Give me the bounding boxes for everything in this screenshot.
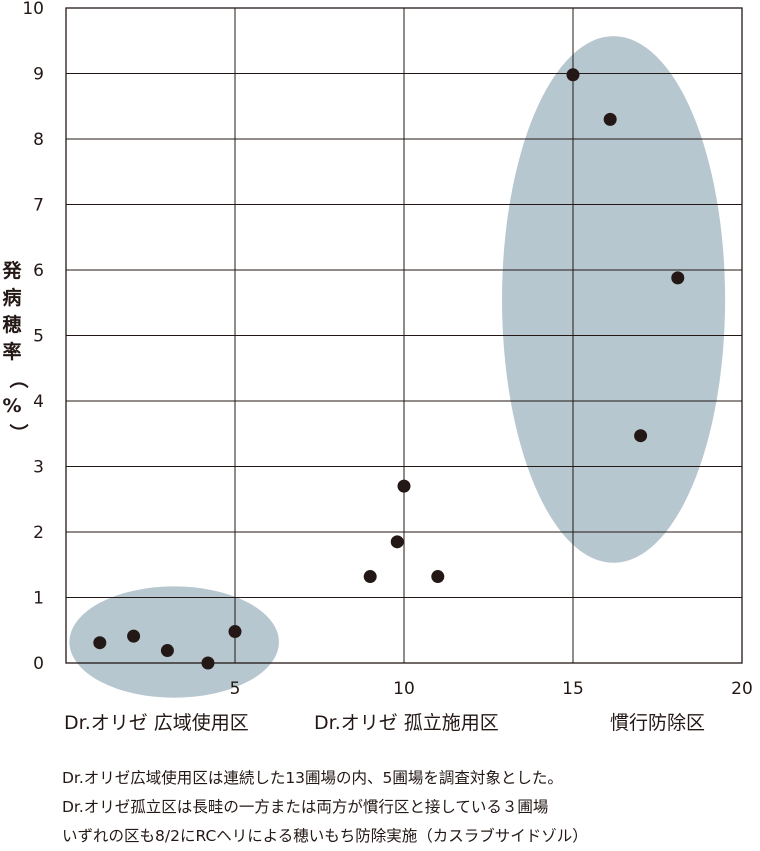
y-tick-labels: 0 1 2 3 4 5 6 7 8 9 10 [22,0,44,674]
group-ellipse-2 [502,36,726,563]
footnotes: Dr.オリゼ広域使用区は連続した13圃場の内、5圃場を調査対象とした。 Dr.オ… [62,764,752,851]
data-point [431,570,445,584]
gridlines [66,8,742,663]
data-point [363,570,377,584]
group-ellipses [69,36,726,698]
footnote-line: Dr.オリゼ孤立区は長畦の一方または両方が慣行区と接している３圃場 [62,798,549,816]
y-tick-label: 3 [33,458,44,478]
x-tick-labels: 5 10 15 20 [230,679,753,699]
y-axis-label-char: 率 [2,340,21,363]
data-point [603,112,617,126]
x-tick-label: 15 [562,679,584,699]
group-ellipse-0 [69,586,279,698]
data-point [93,636,107,650]
y-axis-label-char: （ [7,369,30,388]
footnote-line: いずれの区も8/2にRCヘリによる穂いもち防除実施（カスラブサイドゾル） [62,827,588,845]
y-axis-label-char: % [2,395,21,417]
y-axis-label-char: 穂 [2,313,21,336]
y-axis-label-char: 病 [2,286,21,309]
data-point [201,656,215,670]
data-point [671,271,685,285]
y-tick-label: 8 [33,130,44,150]
y-tick-label: 1 [33,589,44,609]
y-tick-label: 9 [33,65,44,85]
data-point [160,644,174,658]
data-point [397,479,411,493]
group-label-wide-use: Dr.オリゼ 広域使用区 [64,712,249,734]
group-label-isolated: Dr.オリゼ 孤立施用区 [314,712,499,734]
y-tick-label: 6 [33,261,44,281]
x-tick-label: 20 [731,679,753,699]
data-point [566,68,580,82]
x-tick-label: 5 [230,679,241,699]
y-axis-label-char: 発 [1,259,22,282]
data-point [390,535,404,549]
data-point [634,429,648,443]
y-axis-label-char: ） [7,423,30,442]
y-tick-label: 0 [33,654,44,674]
group-label-conventional: 慣行防除区 [610,712,705,734]
y-tick-label: 5 [33,327,44,347]
y-tick-label: 10 [22,0,44,19]
data-point [127,629,141,643]
y-tick-label: 4 [33,392,44,412]
footnote-line: Dr.オリゼ広域使用区は連続した13圃場の内、5圃場を調査対象とした。 [62,769,563,787]
data-points [93,68,685,670]
plot-frame [65,7,743,664]
y-tick-label: 2 [33,523,44,543]
y-tick-label: 7 [33,196,44,216]
x-tick-label: 10 [393,679,415,699]
data-point [228,625,242,639]
